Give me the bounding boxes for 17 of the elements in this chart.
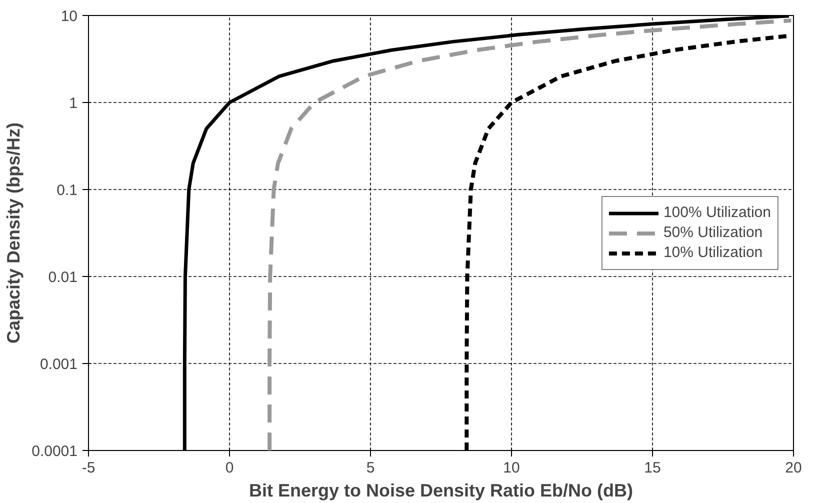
x-axis-title: Bit Energy to Noise Density Ratio Eb/No (dB) bbox=[248, 480, 634, 500]
x-tick-label: -5 bbox=[82, 460, 96, 476]
x-tick-label: 0 bbox=[225, 460, 234, 476]
y-axis-title: Capacity Density (bps/Hz) bbox=[4, 122, 24, 344]
y-tick-label: 10 bbox=[60, 8, 78, 25]
x-tick-label: 5 bbox=[366, 460, 375, 476]
x-tick-label: 10 bbox=[503, 460, 520, 476]
y-tick-label: 0.0001 bbox=[32, 443, 78, 460]
legend-label: 50% Utilization bbox=[663, 224, 763, 241]
y-tick-label: 0.01 bbox=[48, 269, 78, 286]
x-tick-label: 20 bbox=[785, 460, 802, 476]
y-tick-label: 1 bbox=[69, 95, 78, 112]
x-tick-label: 15 bbox=[644, 460, 661, 476]
legend-label: 10% Utilization bbox=[663, 244, 763, 261]
legend-label: 100% Utilization bbox=[663, 204, 771, 221]
y-tick-label: 0.1 bbox=[56, 182, 78, 199]
y-tick-label: 0.001 bbox=[40, 356, 78, 373]
